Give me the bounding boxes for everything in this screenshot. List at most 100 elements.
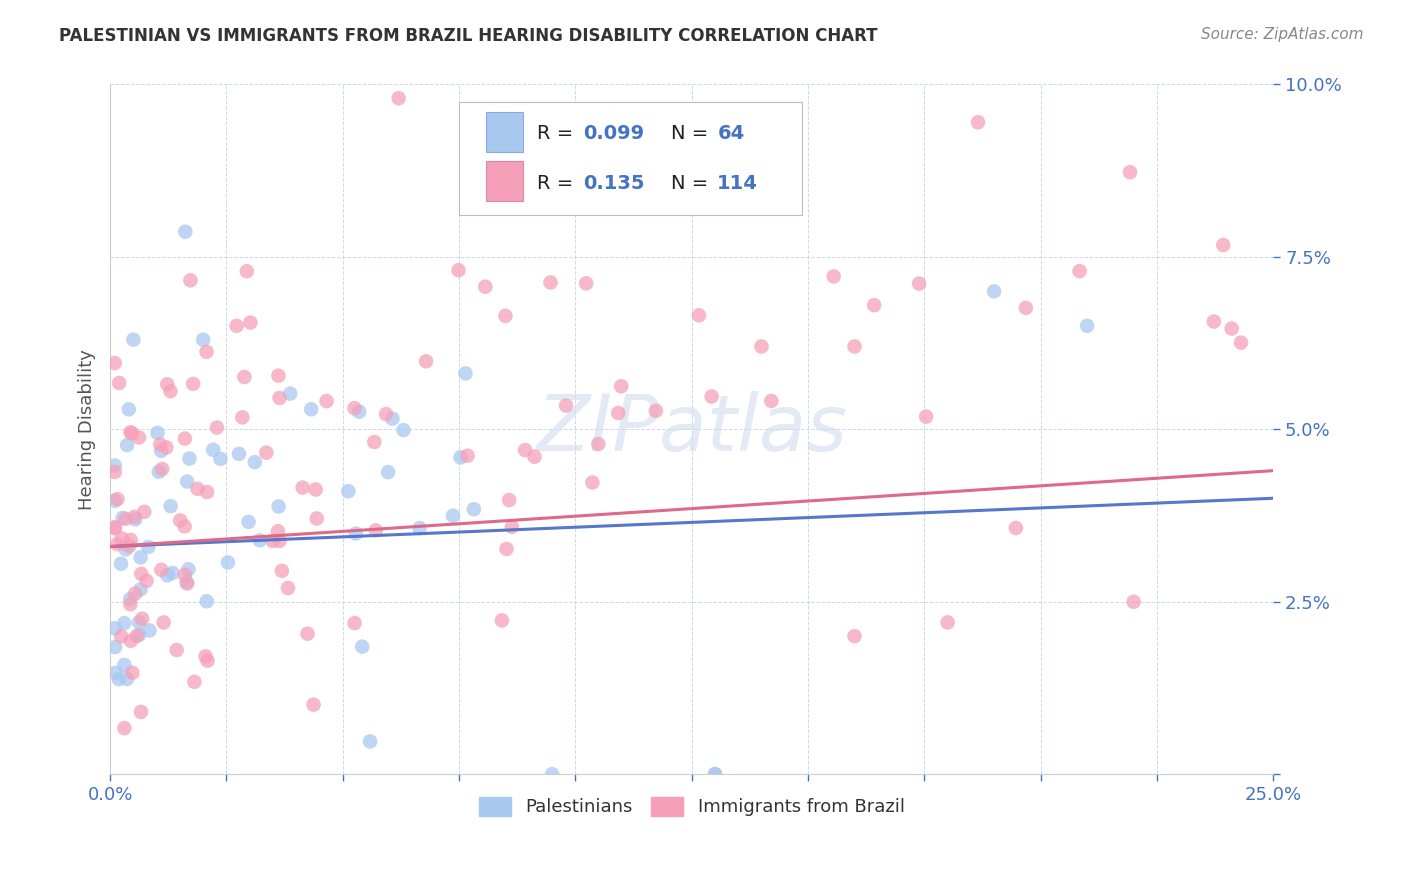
Text: 0.099: 0.099 <box>583 125 645 144</box>
Point <box>152 615 174 630</box>
Point <box>193 333 215 347</box>
Point <box>176 576 198 591</box>
Point <box>267 500 290 514</box>
Point <box>344 526 367 541</box>
Point <box>120 633 142 648</box>
Point <box>195 594 218 608</box>
Legend: Palestinians, Immigrants from Brazil: Palestinians, Immigrants from Brazil <box>471 790 912 823</box>
Point <box>1119 165 1142 179</box>
Point <box>262 533 284 548</box>
Point <box>138 540 160 554</box>
Point <box>267 524 290 539</box>
Point <box>474 279 496 293</box>
Point <box>111 511 134 525</box>
Point <box>337 484 360 499</box>
Point <box>112 616 135 631</box>
Point <box>195 344 218 359</box>
Point <box>112 657 135 672</box>
Point <box>494 309 516 323</box>
FancyBboxPatch shape <box>460 102 803 216</box>
Point <box>173 519 195 533</box>
Point <box>169 513 191 527</box>
Point <box>173 567 195 582</box>
Point <box>347 405 370 419</box>
Point <box>114 512 136 526</box>
Point <box>588 437 610 451</box>
Point <box>231 410 253 425</box>
Point <box>138 624 160 638</box>
Point <box>441 508 464 523</box>
Point <box>209 451 232 466</box>
Point <box>104 621 127 635</box>
Point <box>352 640 374 654</box>
Point <box>155 441 177 455</box>
Point <box>128 628 150 642</box>
Point <box>363 435 385 450</box>
Point <box>176 575 198 590</box>
Point <box>107 491 129 506</box>
Point <box>1202 314 1225 328</box>
Point <box>121 665 143 680</box>
Point <box>225 318 247 333</box>
Point <box>299 402 322 417</box>
Point <box>233 370 256 384</box>
Point <box>541 767 564 781</box>
Point <box>105 537 128 551</box>
Point <box>359 734 381 748</box>
Point <box>150 563 173 577</box>
Point <box>1220 321 1243 335</box>
Point <box>392 423 415 437</box>
Point <box>174 225 197 239</box>
Point <box>177 562 200 576</box>
Point <box>315 394 337 409</box>
Point <box>115 438 138 452</box>
Point <box>915 409 938 424</box>
Point <box>129 566 152 581</box>
Point <box>343 615 366 630</box>
Point <box>1230 335 1253 350</box>
Point <box>110 629 132 643</box>
Point <box>179 273 201 287</box>
Point <box>120 597 142 611</box>
Point <box>135 574 157 588</box>
Text: R =: R = <box>537 125 579 144</box>
Point <box>844 339 866 353</box>
Point <box>644 404 666 418</box>
Point <box>610 379 633 393</box>
Text: N =: N = <box>671 174 714 193</box>
Point <box>388 91 411 105</box>
Point <box>704 767 727 781</box>
Point <box>1076 318 1098 333</box>
Point <box>125 629 148 643</box>
Point <box>115 672 138 686</box>
Text: N =: N = <box>671 125 714 144</box>
Point <box>104 356 127 370</box>
Point <box>128 430 150 444</box>
Point <box>269 391 291 405</box>
Point <box>491 614 513 628</box>
Point <box>408 521 430 535</box>
Point <box>447 263 470 277</box>
Point <box>162 566 184 580</box>
Point <box>205 420 228 434</box>
Point <box>751 339 773 353</box>
Point <box>364 524 387 538</box>
Point <box>267 368 290 383</box>
Point <box>297 626 319 640</box>
Point <box>122 333 145 347</box>
Point <box>194 649 217 664</box>
Text: 0.135: 0.135 <box>583 174 645 193</box>
Point <box>457 449 479 463</box>
Point <box>254 445 277 459</box>
Point <box>124 509 146 524</box>
Point <box>104 520 127 534</box>
Point <box>197 654 219 668</box>
Point <box>134 505 156 519</box>
Point <box>129 550 152 565</box>
Text: ZIPatlas: ZIPatlas <box>536 392 848 467</box>
Point <box>1122 595 1144 609</box>
Point <box>166 643 188 657</box>
Point <box>377 465 399 479</box>
Point <box>228 447 250 461</box>
Point <box>863 298 886 312</box>
